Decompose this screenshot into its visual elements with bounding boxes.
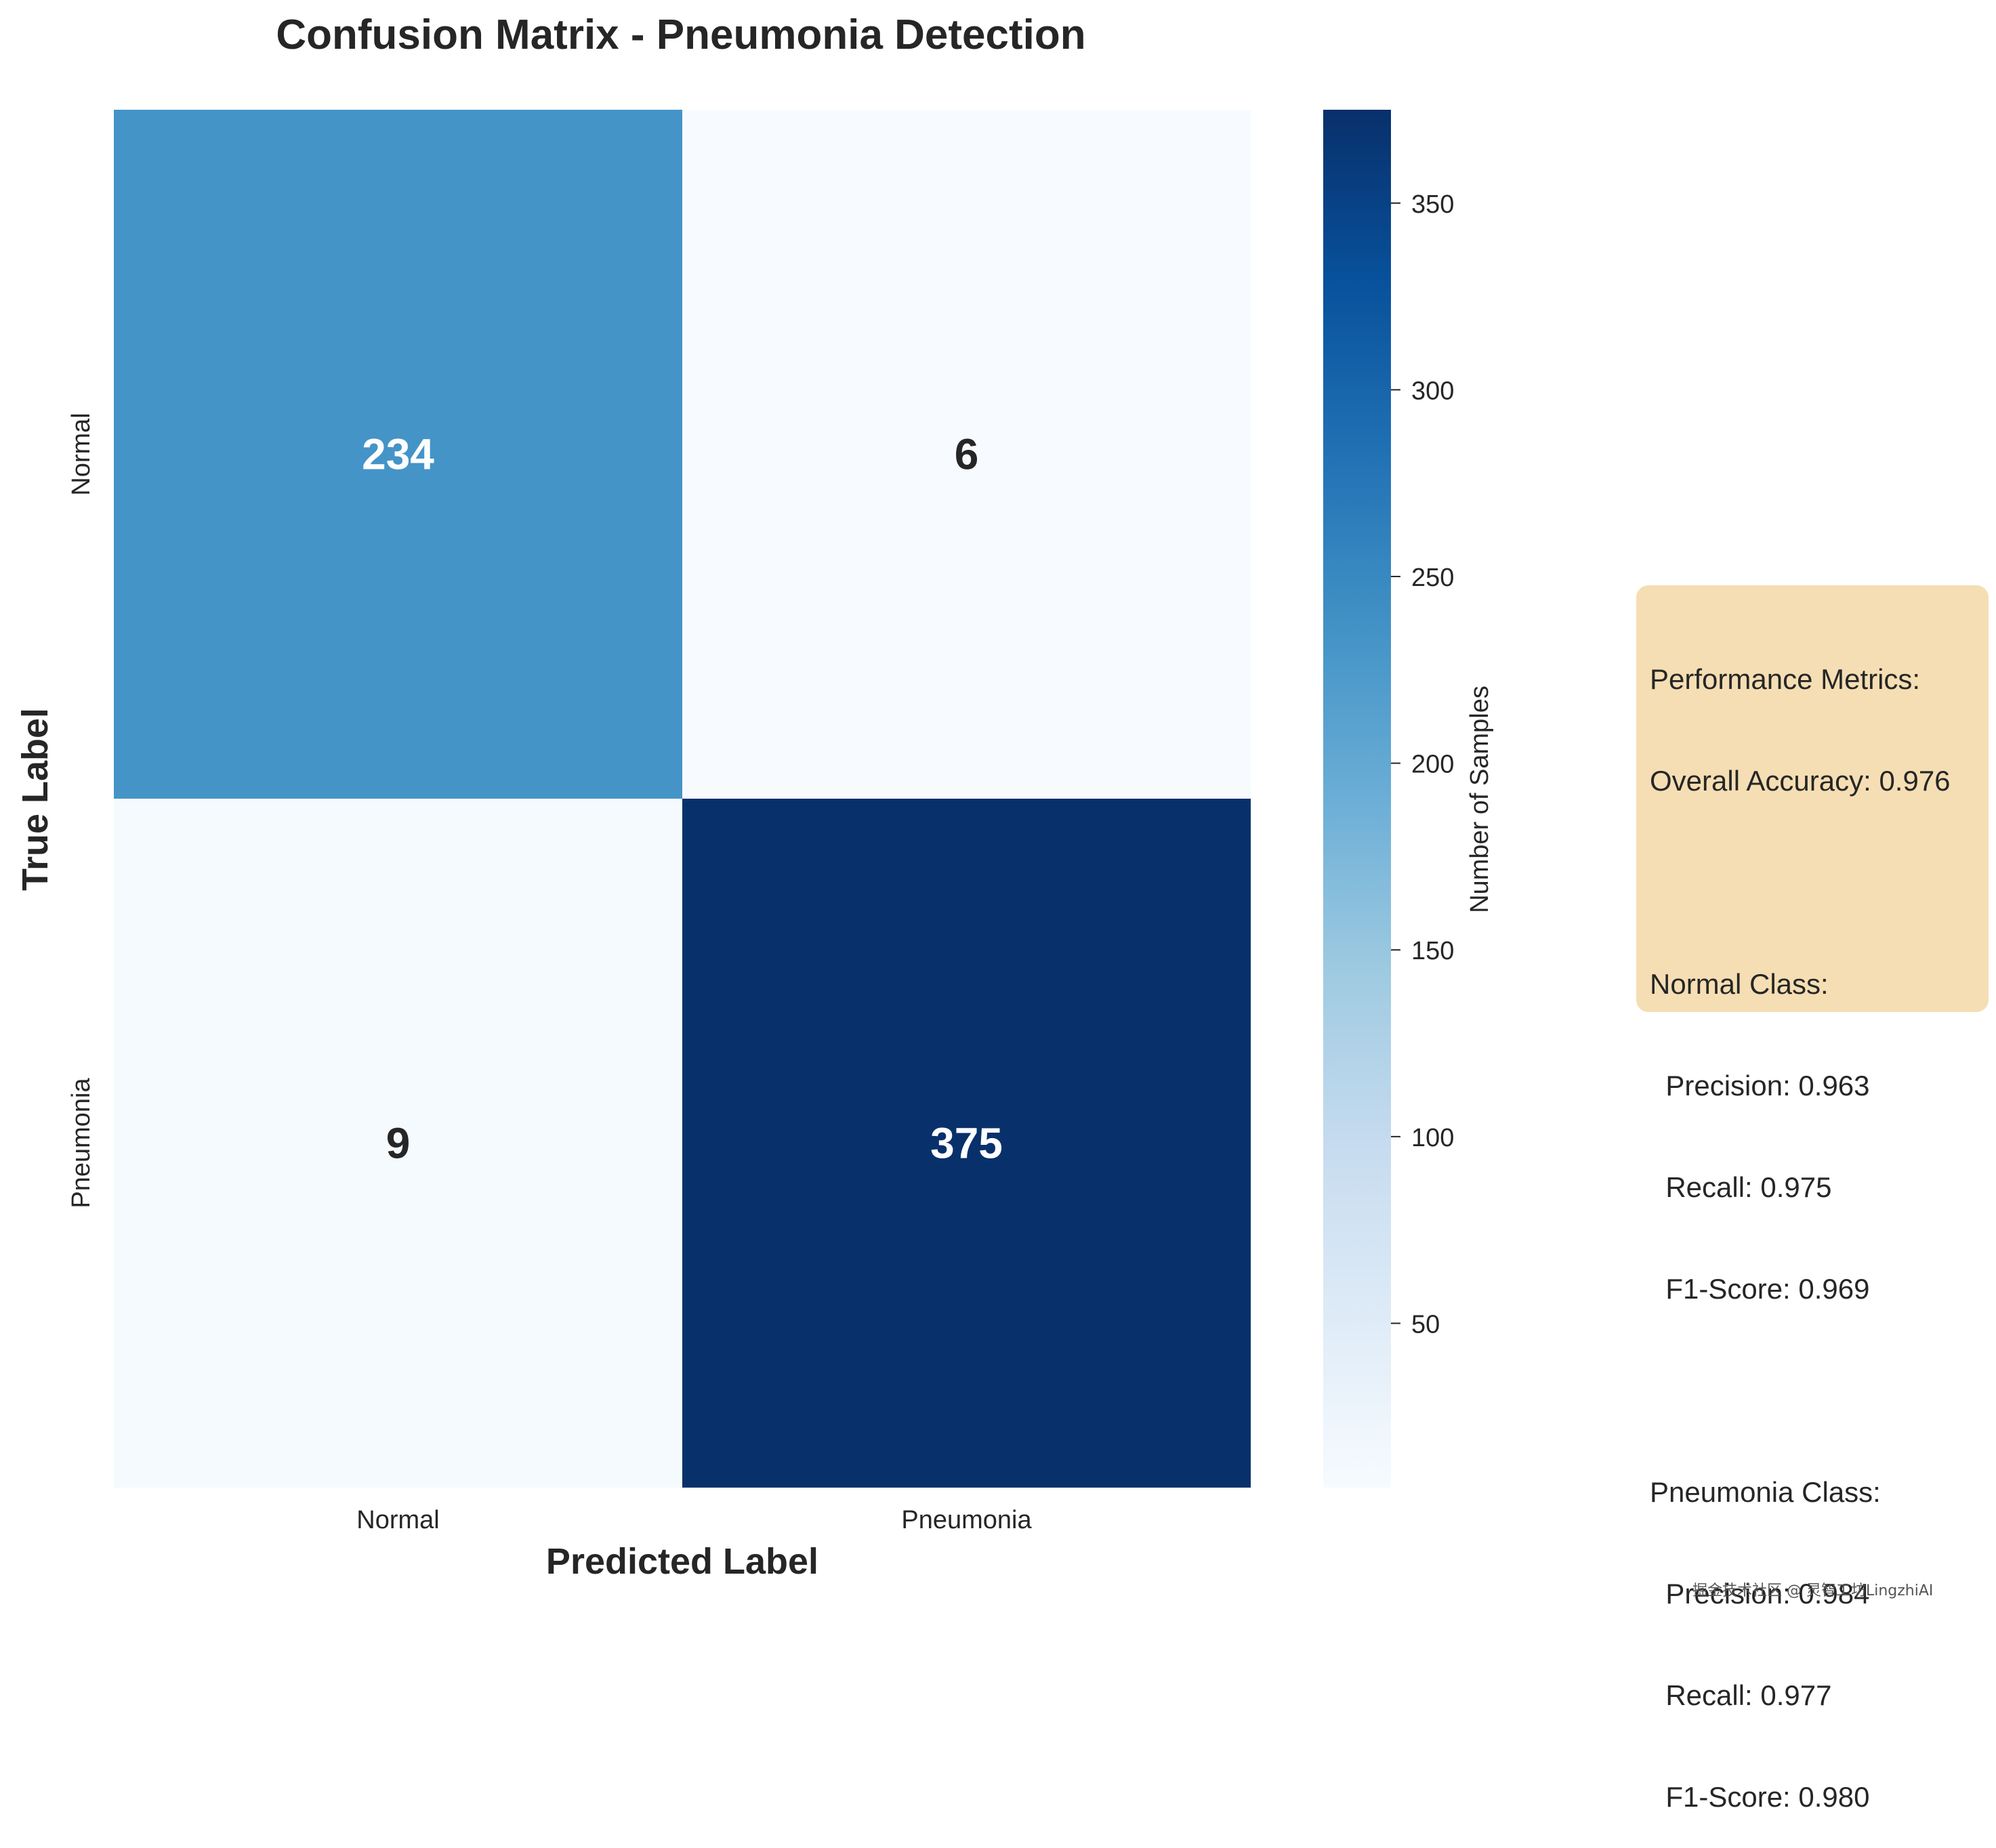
- cell-value-label: 375: [930, 1119, 1003, 1168]
- colorbar-tick-label: 50: [1411, 1310, 1440, 1339]
- normal-precision: Precision: 0.963: [1650, 1070, 1870, 1101]
- heatmap-cell-normal-normal: [114, 110, 682, 799]
- chart-title: Confusion Matrix - Pneumonia Detection: [276, 12, 1085, 58]
- performance-metrics-box: Performance Metrics: Overall Accuracy: 0…: [1636, 585, 1989, 1813]
- x-tick-label: Normal: [356, 1506, 439, 1534]
- watermark-text: 掘金技术社区 @ 灵智工坊LingzhiAI: [1692, 1582, 1934, 1599]
- pneumonia-f1: F1-Score: 0.980: [1650, 1781, 1870, 1813]
- heatmap-cell-normal-pneumonia: [682, 110, 1251, 799]
- colorbar-tick-label: 200: [1411, 751, 1454, 779]
- colorbar-label: Number of Samples: [1465, 686, 1494, 913]
- pneumonia-recall: Recall: 0.977: [1650, 1679, 1832, 1711]
- metrics-header: Performance Metrics:: [1650, 663, 1921, 695]
- colorbar-tick-label: 350: [1411, 190, 1454, 219]
- cell-value-label: 234: [362, 430, 434, 479]
- heatmap-cell-pneumonia-pneumonia: [682, 799, 1251, 1488]
- x-tick-label: Pneumonia: [901, 1506, 1032, 1534]
- colorbar-tick-label: 100: [1411, 1124, 1454, 1152]
- x-axis-label: Predicted Label: [546, 1541, 818, 1582]
- colorbar-tick-label: 150: [1411, 937, 1454, 965]
- colorbar-tick-label: 250: [1411, 564, 1454, 592]
- normal-recall: Recall: 0.975: [1650, 1171, 1832, 1203]
- colorbar-tick-label: 300: [1411, 377, 1454, 405]
- heatmap-cell-pneumonia-normal: [114, 799, 682, 1488]
- normal-f1: F1-Score: 0.969: [1650, 1273, 1870, 1305]
- y-tick-label: Normal: [67, 413, 96, 495]
- heatmap-cell-labels: 234 6 9 375: [362, 430, 1003, 1168]
- cell-value-label: 9: [386, 1119, 411, 1168]
- x-tick-labels: Normal Pneumonia: [356, 1506, 1032, 1534]
- pneumonia-class-header: Pneumonia Class:: [1650, 1476, 1881, 1508]
- cell-value-label: 6: [955, 430, 979, 479]
- y-tick-label: Pneumonia: [67, 1078, 96, 1209]
- colorbar: [1323, 110, 1391, 1488]
- normal-class-header: Normal Class:: [1650, 968, 1829, 1000]
- y-tick-labels: Normal Pneumonia: [67, 413, 96, 1208]
- heatmap-cells: [114, 110, 1251, 1488]
- y-axis-label: True Label: [15, 708, 56, 891]
- confusion-matrix-chart: Confusion Matrix - Pneumonia Detection 2…: [15, 12, 1494, 1582]
- colorbar-ticks: 50 100 150 200 250 300 350: [1391, 190, 1454, 1339]
- overall-accuracy: Overall Accuracy: 0.976: [1650, 765, 1951, 797]
